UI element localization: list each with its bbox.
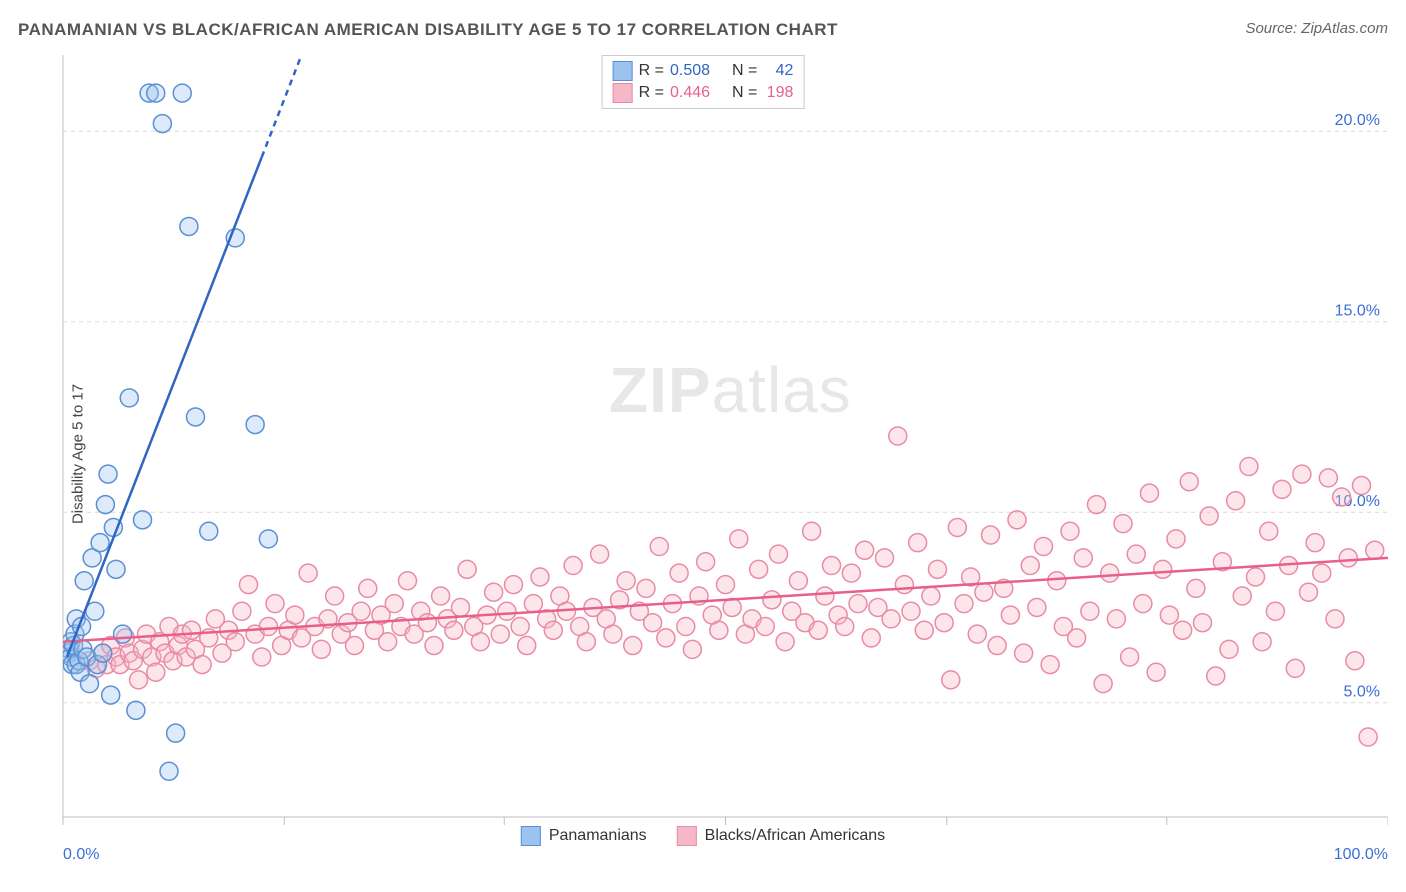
x-label-max: 100.0% bbox=[1334, 846, 1388, 864]
legend-item-panamanians: Panamanians bbox=[521, 826, 647, 846]
chart-title: PANAMANIAN VS BLACK/AFRICAN AMERICAN DIS… bbox=[18, 20, 838, 39]
svg-text:20.0%: 20.0% bbox=[1335, 112, 1380, 129]
chart-svg: 5.0%10.0%15.0%20.0% bbox=[18, 55, 1388, 852]
swatch-blacks-icon bbox=[677, 826, 697, 846]
plot-area: Disability Age 5 to 17 ZIPatlas 5.0%10.0… bbox=[18, 55, 1388, 852]
chart-header: PANAMANIAN VS BLACK/AFRICAN AMERICAN DIS… bbox=[18, 20, 1388, 50]
legend-row-blacks: R = 0.446 N = 198 bbox=[613, 82, 794, 104]
source-attribution: Source: ZipAtlas.com bbox=[1245, 20, 1388, 37]
legend-row-panamanians: R = 0.508 N = 42 bbox=[613, 60, 794, 82]
legend-label-blacks: Blacks/African Americans bbox=[705, 827, 886, 845]
n-value-blacks: 198 bbox=[763, 84, 793, 102]
legend-item-blacks: Blacks/African Americans bbox=[677, 826, 886, 846]
legend-label-panamanians: Panamanians bbox=[549, 827, 647, 845]
swatch-panamanians-icon bbox=[521, 826, 541, 846]
r-value-blacks: 0.446 bbox=[670, 84, 710, 102]
correlation-legend: R = 0.508 N = 42 R = 0.446 N = 198 bbox=[602, 55, 805, 109]
svg-text:15.0%: 15.0% bbox=[1335, 303, 1380, 320]
n-label: N = bbox=[732, 84, 757, 102]
swatch-blacks bbox=[613, 83, 633, 103]
r-label: R = bbox=[639, 84, 664, 102]
r-value-panamanians: 0.508 bbox=[670, 62, 710, 80]
y-axis-label: Disability Age 5 to 17 bbox=[70, 383, 87, 523]
svg-text:5.0%: 5.0% bbox=[1344, 684, 1380, 701]
n-value-panamanians: 42 bbox=[763, 62, 793, 80]
series-legend: Panamanians Blacks/African Americans bbox=[521, 826, 885, 846]
swatch-panamanians bbox=[613, 61, 633, 81]
n-label: N = bbox=[732, 62, 757, 80]
r-label: R = bbox=[639, 62, 664, 80]
x-label-min: 0.0% bbox=[63, 846, 99, 864]
